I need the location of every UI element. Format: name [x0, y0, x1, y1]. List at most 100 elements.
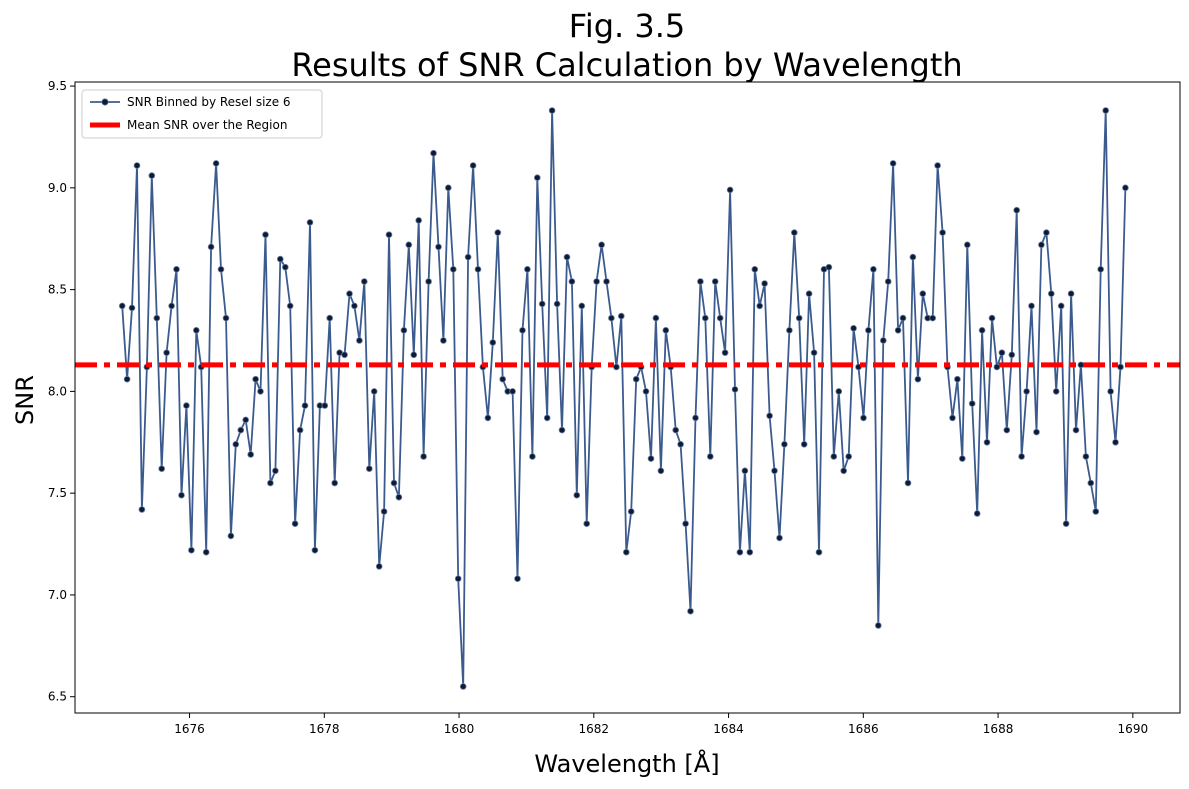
snr-point [1082, 453, 1090, 460]
snr-point [958, 455, 966, 462]
x-tick-label: 1678 [309, 722, 340, 736]
snr-point [751, 265, 759, 273]
snr-point [568, 278, 576, 285]
snr-point [163, 349, 170, 357]
snr-point [711, 278, 719, 285]
snr-point [914, 375, 922, 383]
snr-point [306, 219, 314, 226]
snr-point [608, 314, 615, 322]
snr-point [252, 375, 259, 383]
snr-point [494, 229, 502, 236]
x-tick-label: 1690 [1118, 722, 1149, 736]
snr-point [247, 451, 255, 458]
y-tick-label: 9.0 [48, 181, 67, 195]
y-axis-label: SNR [11, 375, 39, 425]
snr-point [400, 326, 408, 334]
snr-point [756, 302, 763, 310]
snr-point [281, 263, 289, 271]
snr-point [617, 312, 625, 320]
snr-point [662, 326, 670, 334]
snr-point [1117, 363, 1124, 371]
snr-point [983, 438, 991, 446]
snr-point [351, 302, 358, 310]
snr-point [1102, 107, 1109, 114]
snr-point [687, 607, 694, 615]
snr-point [217, 265, 225, 273]
snr-point [385, 231, 393, 239]
y-tick-label: 9.5 [48, 79, 67, 93]
snr-point [697, 278, 704, 285]
snr-point [726, 186, 734, 194]
snr-point [603, 278, 610, 285]
snr-point [311, 546, 319, 554]
snr-point [870, 265, 877, 273]
snr-point [331, 479, 339, 487]
snr-point [1018, 453, 1025, 460]
snr-point [672, 426, 679, 434]
snr-point [899, 314, 907, 322]
snr-point [840, 467, 847, 475]
snr-point [454, 575, 462, 582]
y-tick-label: 8.0 [48, 384, 67, 398]
snr-point [380, 508, 388, 515]
snr-point [193, 326, 200, 334]
snr-point [904, 479, 912, 487]
x-tick-label: 1676 [174, 722, 205, 736]
snr-point [786, 326, 793, 334]
snr-point [301, 402, 309, 409]
snr-point [929, 314, 936, 322]
x-tick-label: 1684 [713, 722, 744, 736]
snr-point [884, 278, 892, 285]
snr-point [430, 149, 437, 157]
snr-point [830, 453, 838, 460]
snr-point [469, 162, 477, 169]
snr-point [652, 314, 660, 322]
plot-area [74, 81, 1181, 714]
legend-snr-marker [101, 98, 109, 106]
snr-point [276, 255, 284, 263]
snr-point [1043, 229, 1050, 236]
snr-point [440, 337, 447, 344]
snr-point [346, 290, 353, 298]
snr-point [489, 339, 497, 346]
snr-point [593, 278, 600, 285]
snr-series [118, 107, 1129, 690]
snr-point [138, 506, 146, 513]
snr-point [692, 414, 699, 422]
snr-point [647, 455, 655, 462]
snr-point [781, 440, 788, 448]
snr-point [909, 253, 917, 261]
snr-point [1008, 351, 1016, 359]
snr-point [425, 278, 432, 285]
x-tick-label: 1688 [983, 722, 1014, 736]
snr-point [894, 326, 902, 334]
y-tick-label: 6.5 [48, 690, 67, 704]
snr-point [1122, 184, 1129, 192]
legend-snr-label: SNR Binned by Resel size 6 [127, 95, 291, 109]
axis-ticks: 1676 1678 1680 1682 1684 1686 1688 1690 6.5 7.0 7.… [48, 79, 1148, 736]
snr-point [474, 265, 482, 273]
snr-point [178, 491, 185, 499]
snr-point [365, 465, 373, 473]
snr-point [613, 363, 620, 371]
snr-point [578, 302, 586, 310]
snr-point [449, 265, 457, 273]
snr-point [212, 160, 220, 167]
snr-point [524, 265, 531, 273]
snr-point [558, 426, 566, 434]
snr-point [514, 575, 521, 582]
legend-mean-label: Mean SNR over the Region [127, 118, 287, 132]
snr-point [721, 349, 729, 357]
snr-point [1077, 361, 1085, 369]
x-axis-label: Wavelength [Å] [534, 749, 719, 778]
snr-point [810, 349, 818, 357]
snr-point [677, 440, 684, 448]
snr-point [1013, 206, 1020, 214]
snr-point [988, 314, 996, 322]
snr-point [1072, 426, 1080, 434]
snr-point [415, 217, 423, 224]
snr-point [761, 280, 768, 287]
snr-point [741, 467, 749, 475]
snr-point [731, 386, 739, 393]
snr-point [148, 172, 156, 179]
